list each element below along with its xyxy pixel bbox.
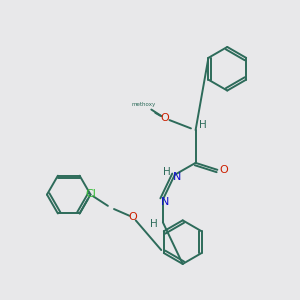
Text: H: H (163, 167, 171, 177)
Text: methoxy: methoxy (132, 102, 156, 107)
Text: O: O (129, 212, 137, 222)
Text: O: O (160, 113, 169, 123)
Text: Cl: Cl (85, 189, 96, 199)
Text: N: N (161, 196, 169, 206)
Text: O: O (219, 165, 228, 175)
Text: N: N (172, 172, 181, 182)
Text: H: H (199, 120, 206, 130)
Text: H: H (150, 219, 158, 229)
